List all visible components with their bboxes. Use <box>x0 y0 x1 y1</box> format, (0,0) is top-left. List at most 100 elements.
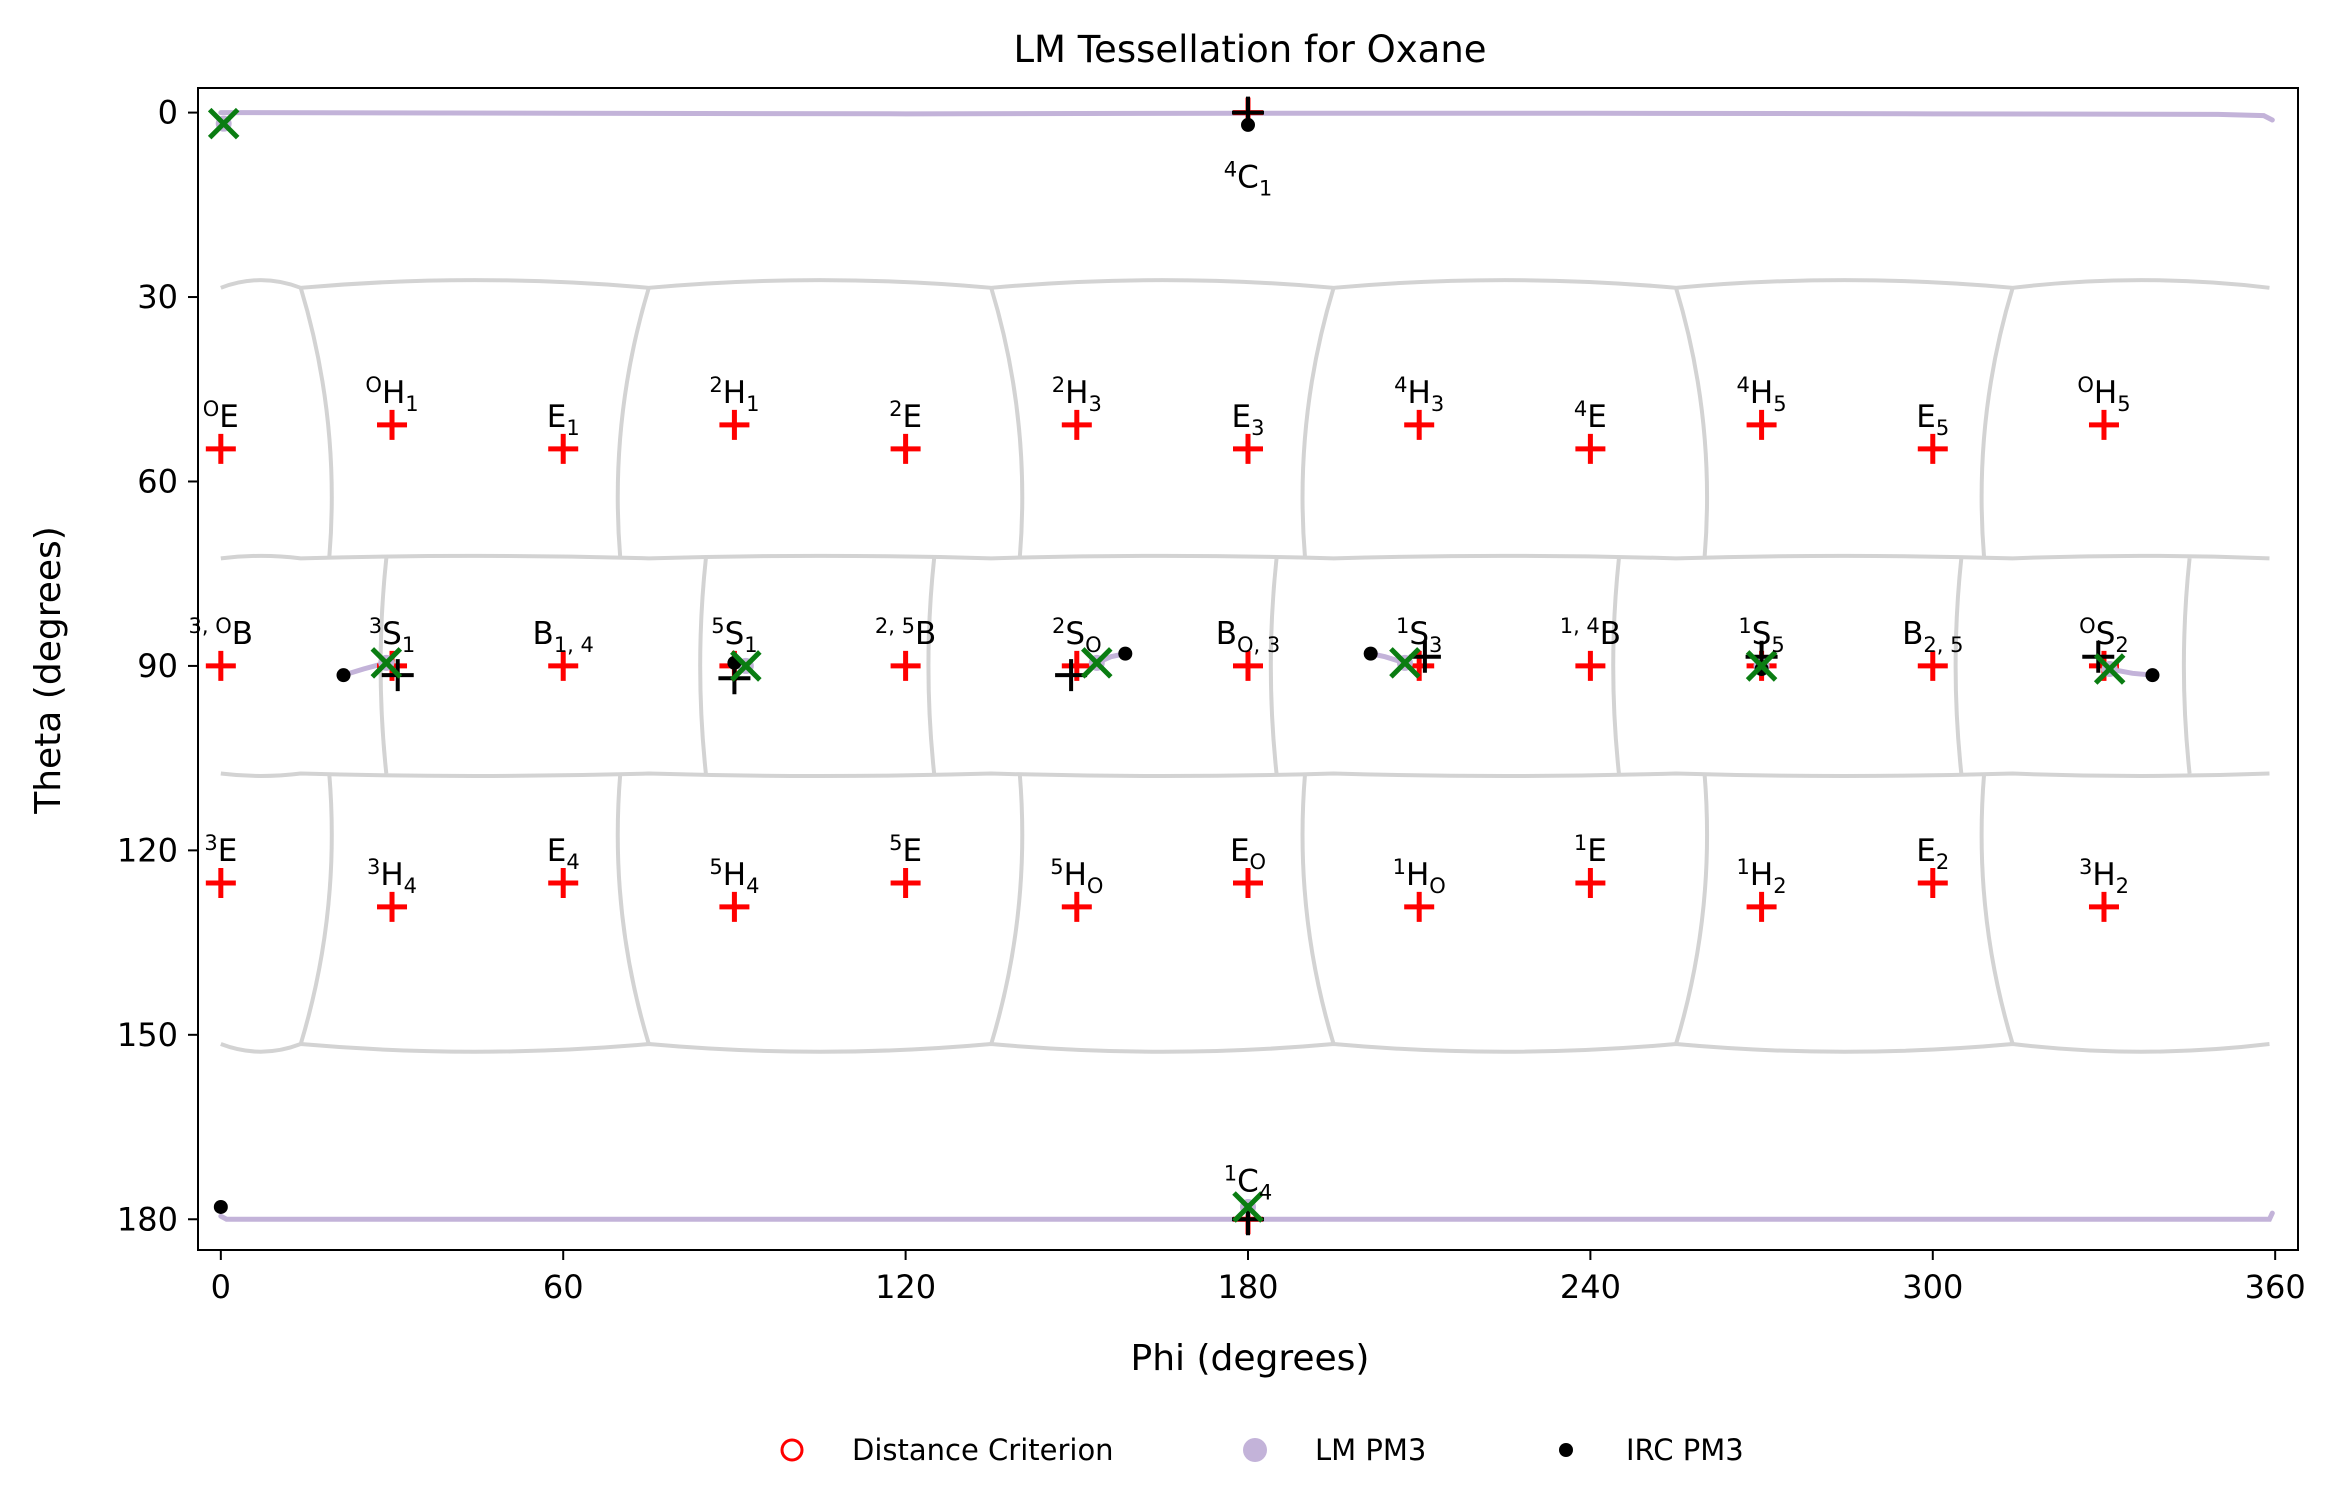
boundary-upper-mid <box>220 553 2270 561</box>
boundary-curve <box>1300 287 1336 559</box>
label-superscript: 1 <box>1737 855 1750 879</box>
point-label: 5E <box>889 831 922 869</box>
irc-endpoint-marker <box>1232 96 1264 129</box>
y-tick-label: 60 <box>137 462 178 500</box>
label-base: H <box>382 375 405 411</box>
reference-point <box>1746 409 1777 440</box>
label-base: H <box>2092 857 2115 893</box>
label-base: H <box>2094 375 2117 411</box>
reference-point <box>1233 867 1263 898</box>
label-base: E <box>547 833 567 869</box>
lm-minimum-marker <box>1389 647 1421 679</box>
label-superscript: 3 <box>367 855 380 879</box>
axes: 0 60 120 180 240 300 360 0 30 60 90 120 150 180 <box>117 94 2306 1306</box>
point-label: 1HO <box>1393 855 1446 898</box>
point-label: 1, 4B <box>1560 614 1621 652</box>
point-label: OH5 <box>2077 373 2130 416</box>
label-subscript: O <box>1250 850 1267 874</box>
label-subscript: 4 <box>746 874 759 898</box>
point-label: E4 <box>547 833 580 874</box>
label-superscript: 2 <box>1052 614 1065 638</box>
label-superscript: 5 <box>889 831 902 855</box>
reference-point <box>1575 433 1606 464</box>
label-superscript: 1 <box>1393 855 1406 879</box>
point-label: 5S1 <box>711 614 757 657</box>
lm-minimum-marker <box>207 107 240 140</box>
label-base: S <box>725 616 745 652</box>
label-subscript: O <box>1087 874 1104 898</box>
label-superscript: 4 <box>1394 373 1407 397</box>
reference-point <box>890 867 921 898</box>
label-base: E <box>1916 399 1936 435</box>
point-label: B2, 5 <box>1902 616 1963 657</box>
reference-point <box>890 433 921 464</box>
point-label: 3E <box>204 831 237 869</box>
reference-point <box>548 433 579 464</box>
reference-point <box>1233 650 1263 681</box>
point-label: 1C4 <box>1224 1161 1272 1204</box>
boundary-lower-mid <box>220 771 2270 778</box>
lm-minimum-marker <box>370 647 403 679</box>
point-label: BO, 3 <box>1216 616 1281 657</box>
label-base: E <box>1916 833 1936 869</box>
boundary-curve <box>1611 558 1621 774</box>
point-label: OE <box>203 397 239 435</box>
label-base: E <box>1587 399 1607 435</box>
label-base: E <box>1232 399 1252 435</box>
label-superscript: 1 <box>1396 614 1409 638</box>
label-superscript: 4 <box>1737 373 1750 397</box>
label-subscript: 5 <box>1773 392 1786 416</box>
label-subscript: 1 <box>405 392 418 416</box>
label-subscript: 4 <box>1259 1180 1272 1204</box>
point-label: OH1 <box>365 373 418 416</box>
reference-point <box>1917 433 1948 464</box>
reference-point <box>1575 650 1606 681</box>
label-subscript: O <box>1429 874 1446 898</box>
x-tick-label: 240 <box>1560 1268 1621 1306</box>
reference-point <box>890 650 921 681</box>
legend-marker-irc <box>1559 1443 1573 1457</box>
reference-point <box>1061 409 1092 440</box>
reference-point <box>548 650 579 681</box>
lm-minimum-marker <box>1081 647 1113 679</box>
point-label: 2E <box>889 397 922 435</box>
label-superscript: O <box>203 397 220 421</box>
reference-point <box>2088 891 2119 922</box>
label-subscript: 2 <box>1773 874 1786 898</box>
boundary-curve <box>298 773 334 1045</box>
label-base: E <box>219 399 239 435</box>
lm-minimum-marker <box>1745 650 1778 682</box>
y-tick-label: 150 <box>117 1016 178 1054</box>
label-base: E <box>902 833 922 869</box>
boundary-curve <box>1268 558 1279 774</box>
x-tick-label: 0 <box>211 1268 231 1306</box>
label-superscript: 2 <box>889 397 902 421</box>
label-subscript: 3 <box>1429 633 1442 657</box>
boundary-curve <box>615 773 651 1045</box>
label-base: B <box>1216 616 1237 652</box>
legend-label: LM PM3 <box>1315 1433 1426 1467</box>
label-base: H <box>723 375 746 411</box>
label-base: S <box>2096 616 2116 652</box>
point-label: 4C1 <box>1224 158 1272 201</box>
label-base: C <box>1237 160 1259 196</box>
y-tick-label: 180 <box>117 1200 178 1238</box>
label-subscript: 1 <box>746 392 759 416</box>
boundary-curve <box>1300 773 1336 1045</box>
label-subscript: 1 <box>1259 177 1272 201</box>
reference-point <box>1404 409 1435 440</box>
point-label: 1S3 <box>1396 614 1442 657</box>
reference-point <box>205 867 236 898</box>
label-base: S <box>1409 616 1429 652</box>
point-label: 2H1 <box>709 373 759 416</box>
boundary-curve <box>2181 558 2192 774</box>
label-superscript: 3 <box>369 614 382 638</box>
point-label: 2SO <box>1052 614 1102 657</box>
label-base: H <box>1750 857 1773 893</box>
point-label: 1S5 <box>1738 614 1784 657</box>
label-subscript: 1 <box>744 633 757 657</box>
boundary-curve <box>1674 773 1710 1045</box>
label-base: E <box>547 399 567 435</box>
label-subscript: 5 <box>2117 392 2130 416</box>
